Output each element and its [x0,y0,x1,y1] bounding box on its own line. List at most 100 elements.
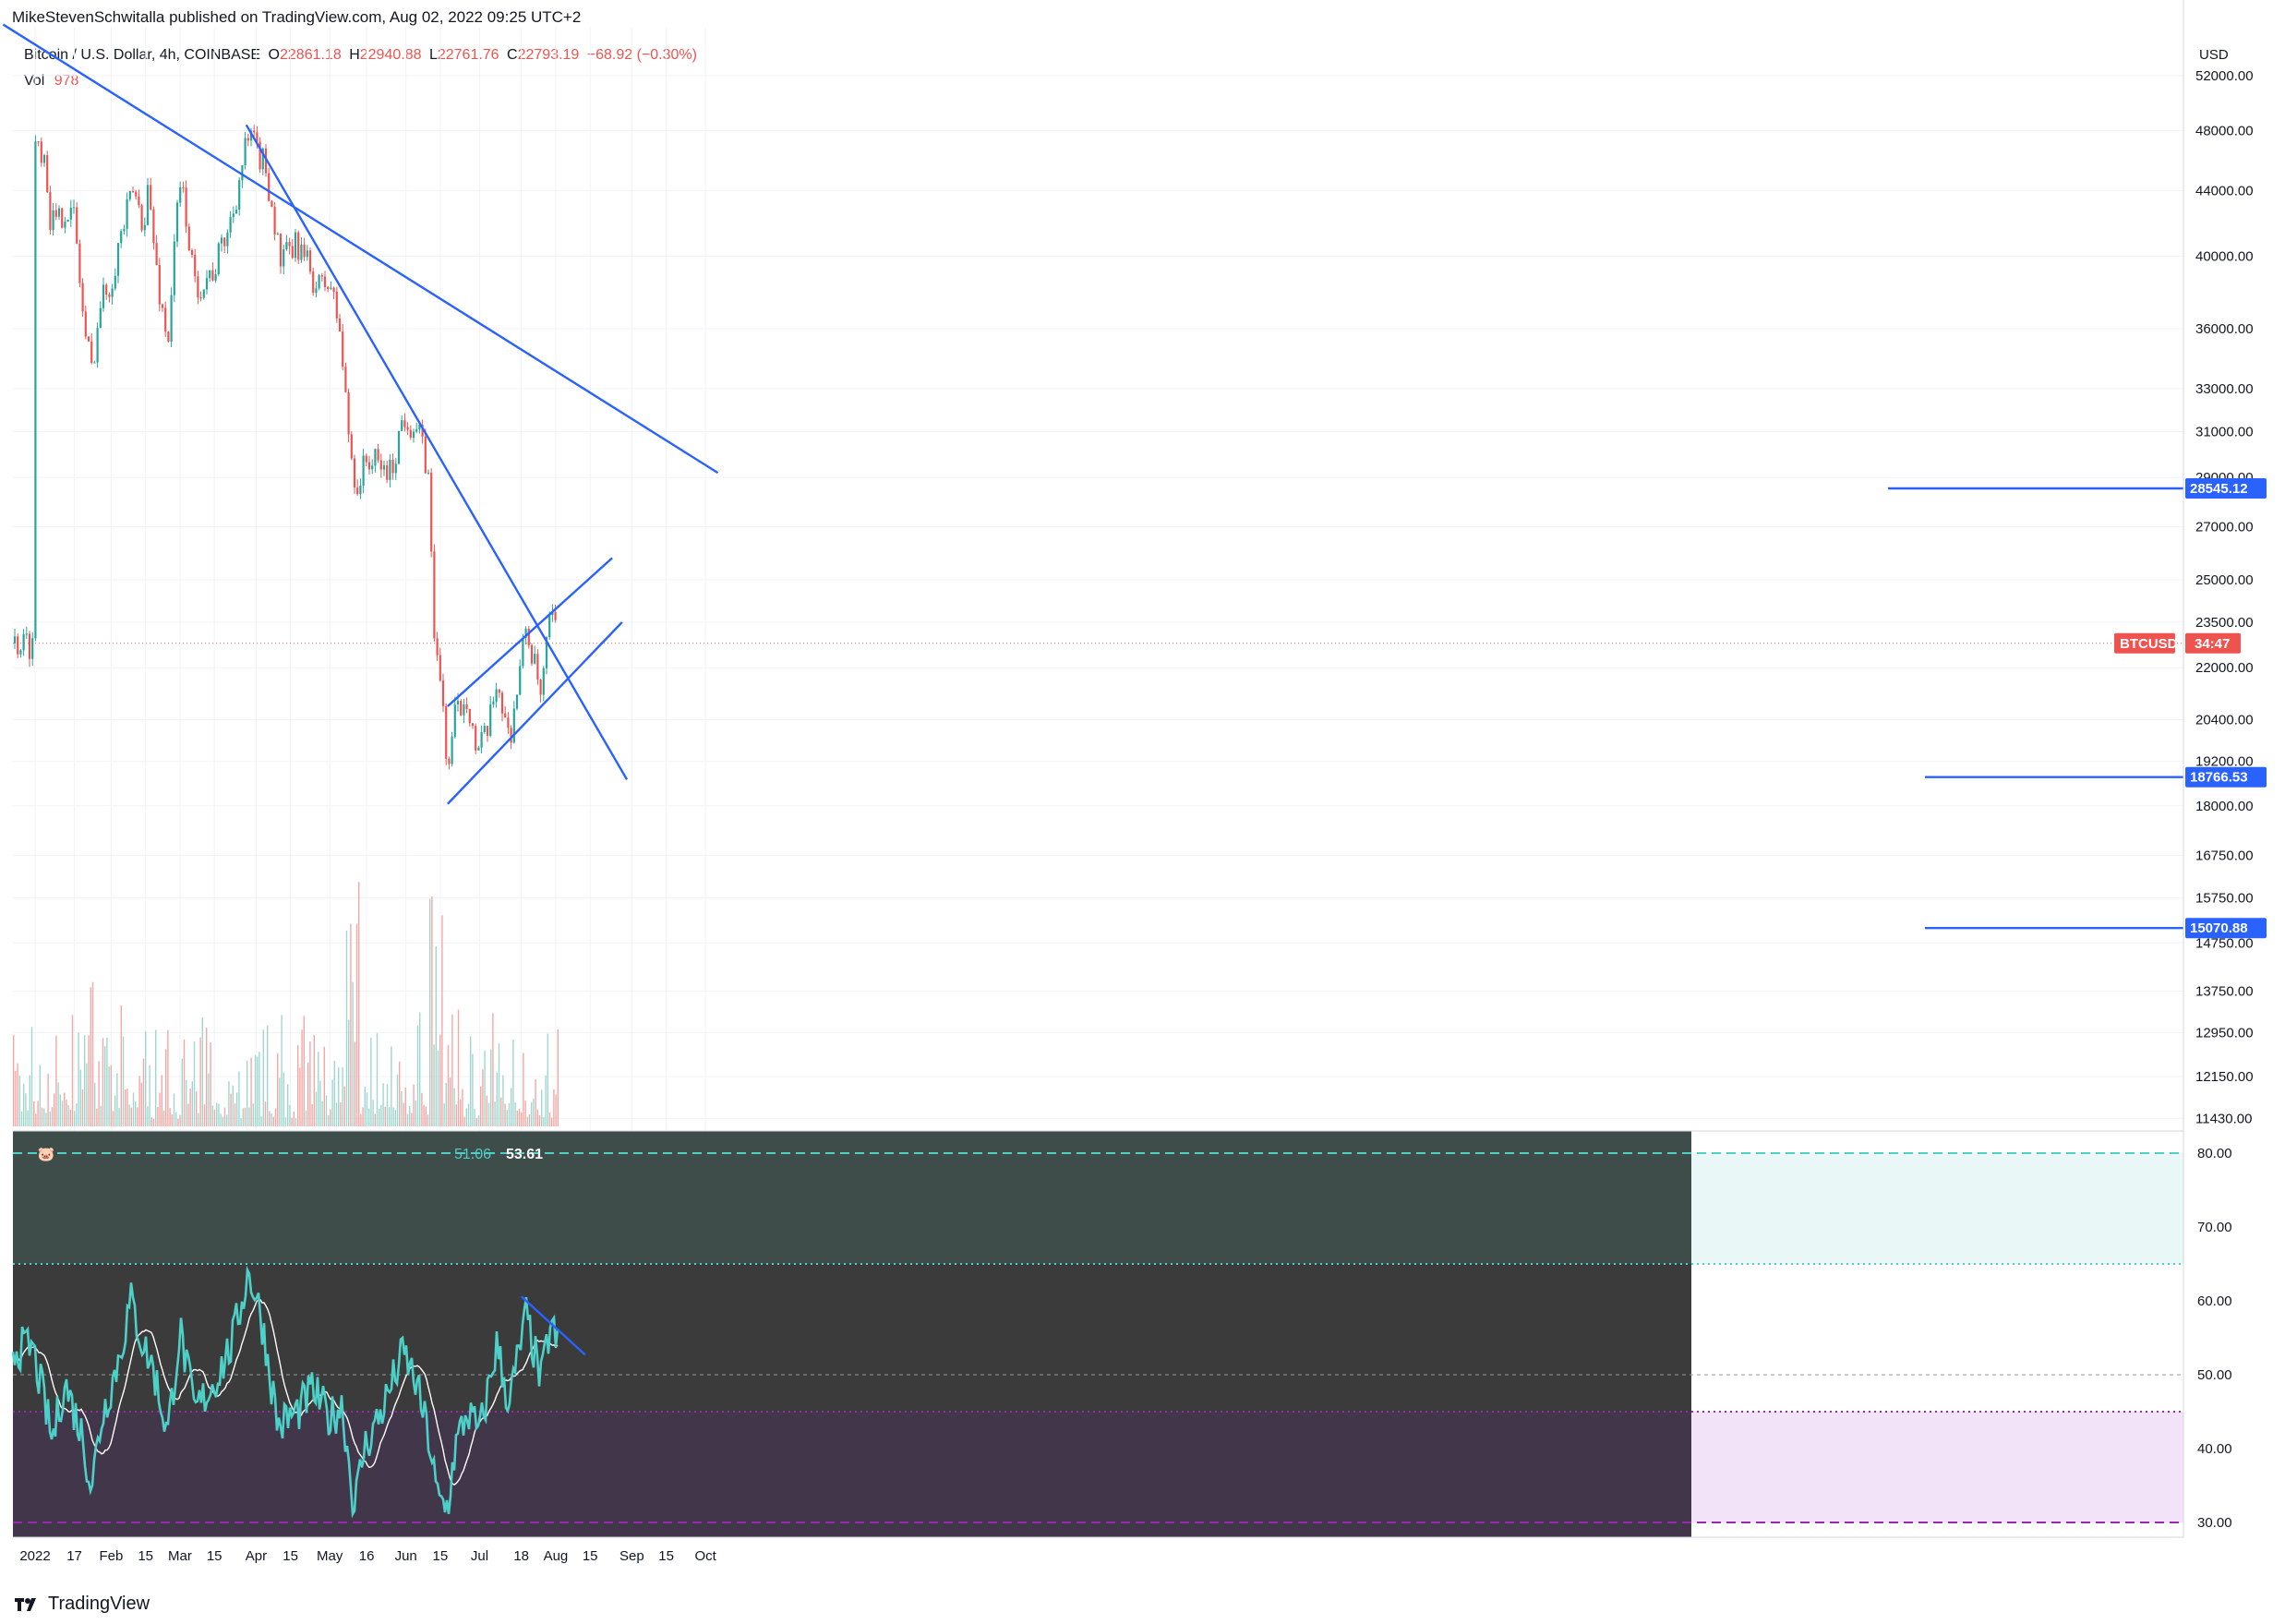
candle-body [463,704,465,716]
volume-bar [211,1105,213,1126]
price-tick-label: 40000.00 [2195,248,2254,264]
volume-bar [401,1090,403,1126]
volume-bar [254,1055,257,1126]
symbol-badge-label: BTCUSD [2120,636,2178,652]
candle-body [61,208,64,228]
candle-body [332,287,335,292]
candle-body [197,276,199,298]
candle-body [190,250,194,255]
volume-bar [384,1106,386,1126]
volume-bar [303,1016,305,1126]
candle-body [477,747,480,751]
candle-body [545,637,548,668]
legend-low-value: 22761.76 [437,47,499,63]
trendline-channel-upper[interactable] [447,557,613,707]
candle-body [126,198,128,229]
volume-bar [500,1097,502,1126]
volume-bar [490,1049,492,1126]
level-badge[interactable] [2185,478,2267,499]
volume-bar [323,1046,325,1126]
candle-body [498,689,500,693]
symbol-name[interactable]: Bitcoin / U.S. Dollar, 4h, COINBASE [24,47,261,63]
volume-bar [55,1035,57,1126]
level-badge-label: 15070.88 [2190,920,2248,936]
volume-bar [416,1025,419,1126]
volume-bar [526,1116,528,1126]
candle-body [268,173,271,201]
volume-bar [474,1108,475,1126]
candle-body [548,615,551,638]
volume-bar [429,898,431,1126]
time-tick-label: 2022 [19,1548,50,1564]
volume-bar [284,1117,287,1126]
volume-label[interactable]: Vol [24,73,45,89]
price-tick-label: 27000.00 [2195,519,2254,535]
volume-bar [274,1108,277,1126]
price-tick-label: 52000.00 [2195,68,2254,84]
publisher-header: MikeStevenSchwitalla published on Tradin… [12,8,582,26]
brand-name: TradingView [48,1594,150,1614]
candle-body [152,209,155,244]
volume-bar [116,1073,118,1126]
brand-footer[interactable]: TradingView [13,1594,150,1615]
volume-bar [453,1088,455,1126]
candle-body [495,689,498,702]
time-tick-label: Mar [168,1548,192,1564]
candle-body [291,246,294,259]
volume-bar [189,1088,191,1126]
level-badge[interactable] [2185,918,2267,939]
rsi-divergence-trendline[interactable] [520,1295,586,1356]
candle-body [138,196,140,206]
trendline-channel-lower[interactable] [447,621,623,805]
rsi-overbought-zone [13,1131,1691,1264]
volume-bar [460,1099,462,1126]
candle-body [261,148,264,170]
candle-body [465,704,468,709]
volume-bar [502,1075,504,1126]
volume-bar [431,896,433,1126]
volume-bar [206,1028,208,1126]
trendline-long-term-resistance[interactable] [2,23,719,475]
volume-bar [223,1107,226,1126]
volume-bar [441,915,443,1126]
candle-body [175,202,179,242]
candle-body [52,210,54,231]
volume-bar [553,1089,555,1126]
trendline-mid-term-resistance[interactable] [245,124,629,780]
candle-body [534,654,536,664]
candle-body [120,231,123,244]
volume-bar [482,1069,484,1126]
rsi-oversold-zone [13,1412,1691,1537]
time-tick-label: Jul [471,1548,488,1564]
volume-bar [120,1004,122,1126]
price-tick-label: 12950.00 [2195,1025,2254,1041]
candle-body [244,138,247,166]
volume-bar [226,1114,228,1126]
time-tick-label: Oct [695,1548,717,1564]
candle-body [306,250,308,258]
time-tick-label: 15 [283,1548,298,1564]
candle-body [140,205,143,231]
volume-bar [267,1025,269,1126]
volume-value: 978 [54,73,79,89]
price-tick-label: 16750.00 [2195,848,2254,863]
rsi-tick-label: 40.00 [2197,1441,2232,1457]
candle-body [312,271,315,294]
volume-bar [362,1107,364,1126]
volume-bar [76,1103,78,1126]
volume-bar [165,1049,167,1126]
volume-bar [191,1081,193,1126]
candle-body [436,638,439,656]
volume-bar [516,1110,518,1126]
volume-bar [71,1015,74,1126]
rsi-tick-label: 30.00 [2197,1515,2232,1531]
volume-bar [149,1065,150,1126]
level-badge[interactable] [2185,766,2267,788]
legend-close-value: 22793.19 [517,47,580,63]
symbol-badge[interactable] [2114,632,2175,654]
volume-bar [345,930,348,1126]
candle-body [371,465,374,470]
volume-bar [15,1070,17,1126]
candle-body [460,701,463,716]
